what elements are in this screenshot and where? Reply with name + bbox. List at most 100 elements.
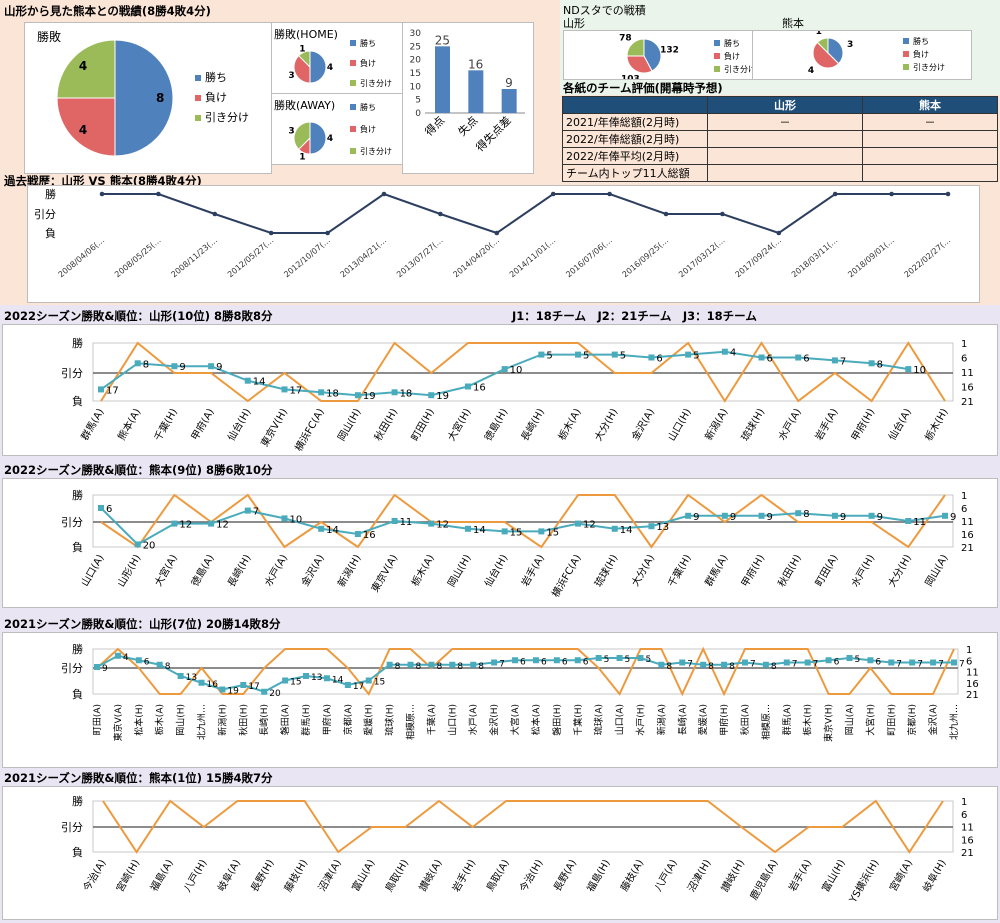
x-tick-label: 2008/11/23(… <box>169 236 219 280</box>
rank-data-label: 14 <box>620 525 633 536</box>
x-tick-label: 水戸(A) <box>467 704 479 735</box>
rank-data-label: 15 <box>290 678 301 688</box>
rank-data-label: 20 <box>269 689 281 699</box>
rank-data-label: 8 <box>729 662 735 672</box>
legend-label: 引き分け <box>360 147 392 156</box>
x-tick-label: 新潟(H) <box>216 704 228 736</box>
y-label: 勝 <box>72 794 83 808</box>
rank-point <box>905 518 912 524</box>
x-tick-label: 松本(A) <box>530 704 542 735</box>
s2022y-chart: 勝引分負16111621[勝敗][順位]17899141718191819161… <box>61 336 974 454</box>
rank-data-label: 6 <box>803 354 809 365</box>
s2022y-card: 勝引分負16111621[勝敗][順位]17899141718191819161… <box>2 324 998 456</box>
y-label: 引分 <box>61 515 83 529</box>
legend-swatch <box>714 66 720 72</box>
rank-data-label: 6 <box>583 657 589 667</box>
eval-table-title: 各紙のチーム評価(開幕時予想) <box>563 81 723 95</box>
rank-data-label: 8 <box>666 662 672 672</box>
rank-data-label: 8 <box>478 662 484 672</box>
rank-data-label: 12 <box>583 520 596 531</box>
x-tick-label: 八戸(H) <box>181 857 209 894</box>
x-tick-label: 町田(H) <box>886 704 897 736</box>
rank-point <box>595 655 602 661</box>
x-tick-label: 水戸(H) <box>849 552 877 589</box>
rank-point <box>470 661 477 668</box>
x-tick-label: 栃木(H) <box>802 704 814 736</box>
x-tick-label: 富山(H) <box>819 857 848 894</box>
rank-data-label: 9 <box>950 512 956 523</box>
x-tick-label: 相模原… <box>405 704 417 740</box>
x-tick-label: 仙台(H) <box>481 552 510 589</box>
x-tick-label: 京都(A) <box>342 704 354 735</box>
home-pie-title: 勝敗(HOME) <box>274 28 338 41</box>
rank-data-label: 5 <box>854 655 860 665</box>
rank-data-label: 5 <box>645 655 651 665</box>
x-tick-label: 京都(H) <box>906 704 918 736</box>
rank-data-label: 5 <box>583 351 589 362</box>
result-line <box>100 493 946 549</box>
x-tick-label: 徳島(A) <box>188 552 217 589</box>
table-row: 2021/年俸総額(2月時) － － <box>562 113 998 131</box>
rank-data-label: 12 <box>179 520 192 531</box>
x-tick-label: 町田(H) <box>410 407 437 443</box>
rank-tick-label: 21 <box>961 397 974 408</box>
x-tick-label: 金沢(A) <box>628 406 657 443</box>
rank-point <box>428 392 435 399</box>
x-tick-label: 愛媛(A) <box>697 704 709 735</box>
rank-line <box>100 507 946 546</box>
result-line <box>96 646 955 697</box>
rank-point <box>553 657 560 664</box>
y-label: 負 <box>45 227 56 240</box>
x-tick-label: 大分(H) <box>885 552 914 589</box>
legend-swatch <box>714 40 720 46</box>
y-label: 引分 <box>61 820 83 834</box>
rank-point <box>685 351 692 358</box>
x-tick-label: 磐田(A) <box>279 704 291 735</box>
rank-data-label: 9 <box>216 362 222 373</box>
rank-point <box>464 525 471 532</box>
rank-data-label: 7 <box>813 660 819 670</box>
x-tick-label: 甲府(H) <box>848 406 877 443</box>
rank-point <box>171 363 178 370</box>
x-tick-label: 藤枝(A) <box>618 857 647 894</box>
rank-tick-label: 11 <box>961 368 974 379</box>
rank-point <box>407 661 414 668</box>
rank-data-label: 16 <box>207 680 219 690</box>
x-tick-label: 2012/05/27(… <box>226 236 276 280</box>
rank-point <box>244 377 251 384</box>
rank-data-label: 12 <box>216 520 229 531</box>
x-tick-label: 新潟(A) <box>655 704 667 735</box>
main-title: 山形から見た熊本との戦績(8勝4敗4分) <box>4 4 211 18</box>
eval-col-label <box>562 96 708 114</box>
rank-data-label: 6 <box>520 657 526 667</box>
x-tick-label: 千葉(H) <box>151 406 180 443</box>
history-point <box>607 191 612 197</box>
nd-team-yamagata: 山形 <box>563 17 585 30</box>
x-tick-label: 山口(H) <box>666 406 694 443</box>
history-point <box>889 191 894 197</box>
rank-point <box>365 677 372 684</box>
rank-point <box>930 659 937 666</box>
rank-data-label: 8 <box>416 662 422 672</box>
rank-data-label: 6 <box>834 657 840 667</box>
x-tick-label: 2017/09/24(… <box>733 236 783 280</box>
legend-label: 負け <box>913 49 929 59</box>
rank-point <box>512 657 519 664</box>
x-tick-label: 北九州… <box>949 704 960 740</box>
rank-point <box>261 688 268 695</box>
x-tick-label: 群馬(H) <box>300 704 312 736</box>
result-line <box>100 341 946 403</box>
rank-point <box>282 677 289 684</box>
rank-point <box>804 659 811 666</box>
rank-point <box>762 661 769 668</box>
y-label: 引分 <box>61 661 83 675</box>
rank-data-label: 6 <box>106 504 112 515</box>
history-point <box>663 211 669 217</box>
rank-data-label: 8 <box>143 359 149 370</box>
rank-data-label: 7 <box>938 660 944 670</box>
rank-point <box>198 679 205 686</box>
rank-point <box>208 520 215 527</box>
pie-slice <box>309 121 327 155</box>
pie-value-label: 4 <box>79 59 87 73</box>
